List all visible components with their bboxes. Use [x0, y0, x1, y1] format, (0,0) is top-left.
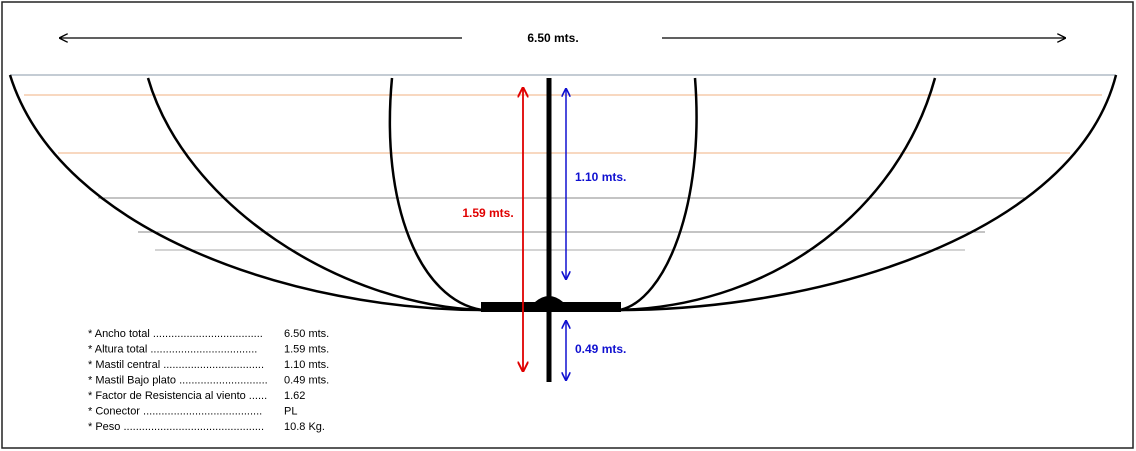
spec-label: * Conector .............................… [88, 405, 262, 417]
spec-label: * Ancho total ..........................… [88, 328, 263, 340]
mast-below-label: 0.49 mts. [575, 342, 626, 356]
rib [8, 74, 483, 312]
rib [388, 77, 483, 312]
spec-list: * Ancho total ..........................… [88, 328, 329, 433]
spec-value: 1.10 mts. [284, 359, 329, 371]
spec-value: 1.62 [284, 390, 305, 402]
spec-value: PL [284, 405, 297, 417]
spec-label: * Mastil Bajo plato ....................… [88, 374, 268, 386]
spec-label: * Altura total .........................… [88, 343, 257, 355]
rib [619, 77, 698, 312]
width-arrows: 6.50 mts. [60, 31, 1065, 45]
spec-value: 10.8 Kg. [284, 421, 325, 433]
spec-label: * Peso .................................… [88, 421, 264, 433]
rib [619, 77, 937, 312]
mast-above-label: 1.10 mts. [575, 170, 626, 184]
rib [619, 74, 1118, 312]
spec-value: 6.50 mts. [284, 328, 329, 340]
spec-label: * Factor de Resistencia al viento ...... [88, 390, 267, 402]
width-label: 6.50 mts. [527, 31, 578, 45]
spec-label: * Mastil central .......................… [88, 359, 264, 371]
spec-value: 0.49 mts. [284, 374, 329, 386]
rib [146, 77, 483, 312]
spec-value: 1.59 mts. [284, 343, 329, 355]
height-label: 1.59 mts. [462, 206, 513, 220]
dish-ribs [8, 74, 1118, 312]
plate-hub [535, 296, 563, 302]
plate [481, 302, 621, 312]
